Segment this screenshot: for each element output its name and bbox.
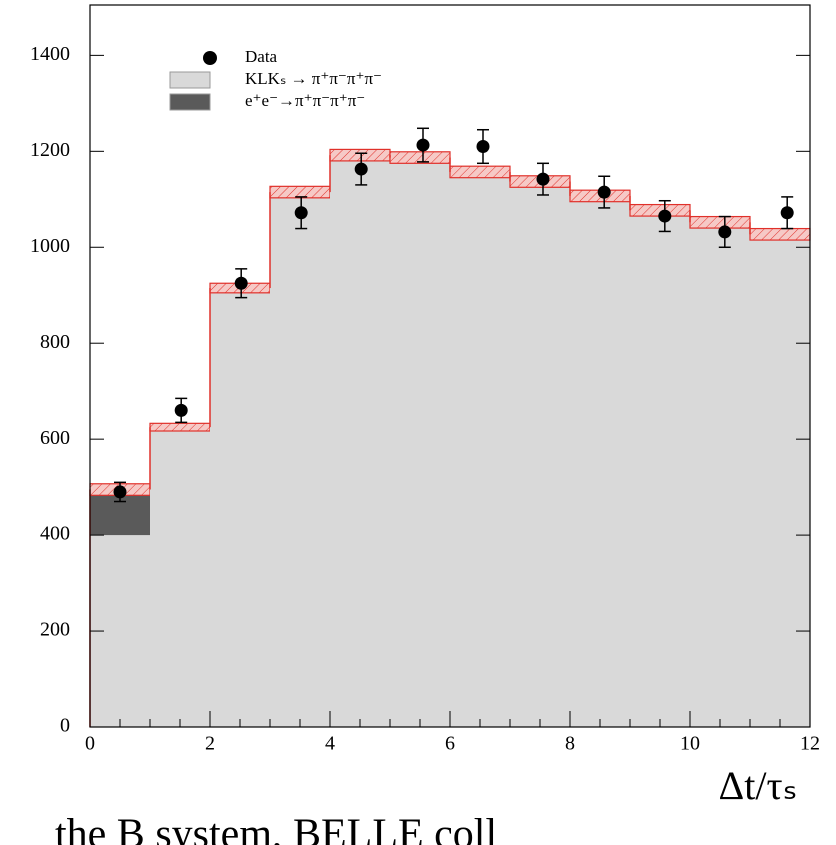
uncertainty-band xyxy=(749,227,811,241)
histogram-bar xyxy=(210,288,270,727)
x-tick-label: 0 xyxy=(85,733,95,755)
histogram-bar xyxy=(750,234,810,727)
plot-frame xyxy=(89,4,811,728)
data-point xyxy=(536,172,550,186)
data-point xyxy=(174,403,188,417)
x-tick-label: 12 xyxy=(800,733,820,755)
legend-marker xyxy=(203,51,217,65)
x-tick-label: 2 xyxy=(205,733,215,755)
uncertainty-band xyxy=(269,185,331,199)
data-point xyxy=(658,209,672,223)
x-tick-label: 10 xyxy=(680,733,700,755)
histogram-bar xyxy=(330,155,390,728)
y-tick-label: 200 xyxy=(40,619,70,641)
legend-swatch xyxy=(169,71,211,89)
histogram-bar xyxy=(630,210,690,728)
uncertainty-band xyxy=(329,148,391,162)
y-tick-label: 800 xyxy=(40,331,70,353)
data-point xyxy=(294,206,308,220)
data-point xyxy=(597,185,611,199)
uncertainty-band xyxy=(149,422,211,432)
footer-text: the B system, BELLE coll xyxy=(55,812,497,845)
data-point xyxy=(354,162,368,176)
y-tick-label: 1000 xyxy=(30,235,70,257)
y-tick-label: 400 xyxy=(40,523,70,545)
legend-label: e⁺e⁻→π⁺π⁻π⁺π⁻ xyxy=(245,91,365,110)
histogram-bar xyxy=(150,427,210,727)
histogram-bar xyxy=(690,222,750,728)
data-point xyxy=(113,485,127,499)
data-point xyxy=(416,138,430,152)
data-point xyxy=(476,140,490,154)
x-tick-label: 4 xyxy=(325,733,335,755)
legend-label: Data xyxy=(245,47,278,66)
x-axis-label: Δt/τₛ xyxy=(719,763,798,808)
y-tick-label: 1200 xyxy=(30,139,70,161)
legend-swatch xyxy=(169,93,211,111)
data-point xyxy=(234,276,248,290)
histogram-bar xyxy=(570,195,630,728)
histogram-bar xyxy=(390,157,450,727)
histogram-bar xyxy=(450,171,510,727)
x-tick-label: 8 xyxy=(565,733,575,755)
data-point xyxy=(718,225,732,239)
y-tick-label: 1400 xyxy=(30,43,70,65)
y-tick-label: 600 xyxy=(40,427,70,449)
data-point xyxy=(780,206,794,220)
x-tick-label: 6 xyxy=(445,733,455,755)
uncertainty-band xyxy=(689,215,751,229)
y-tick-label: 0 xyxy=(60,715,70,737)
histogram-bar xyxy=(510,181,570,728)
uncertainty-band xyxy=(449,165,511,179)
legend-label: KLKₛ → π⁺π⁻π⁺π⁻ xyxy=(245,69,382,88)
histogram-bar xyxy=(270,192,330,728)
